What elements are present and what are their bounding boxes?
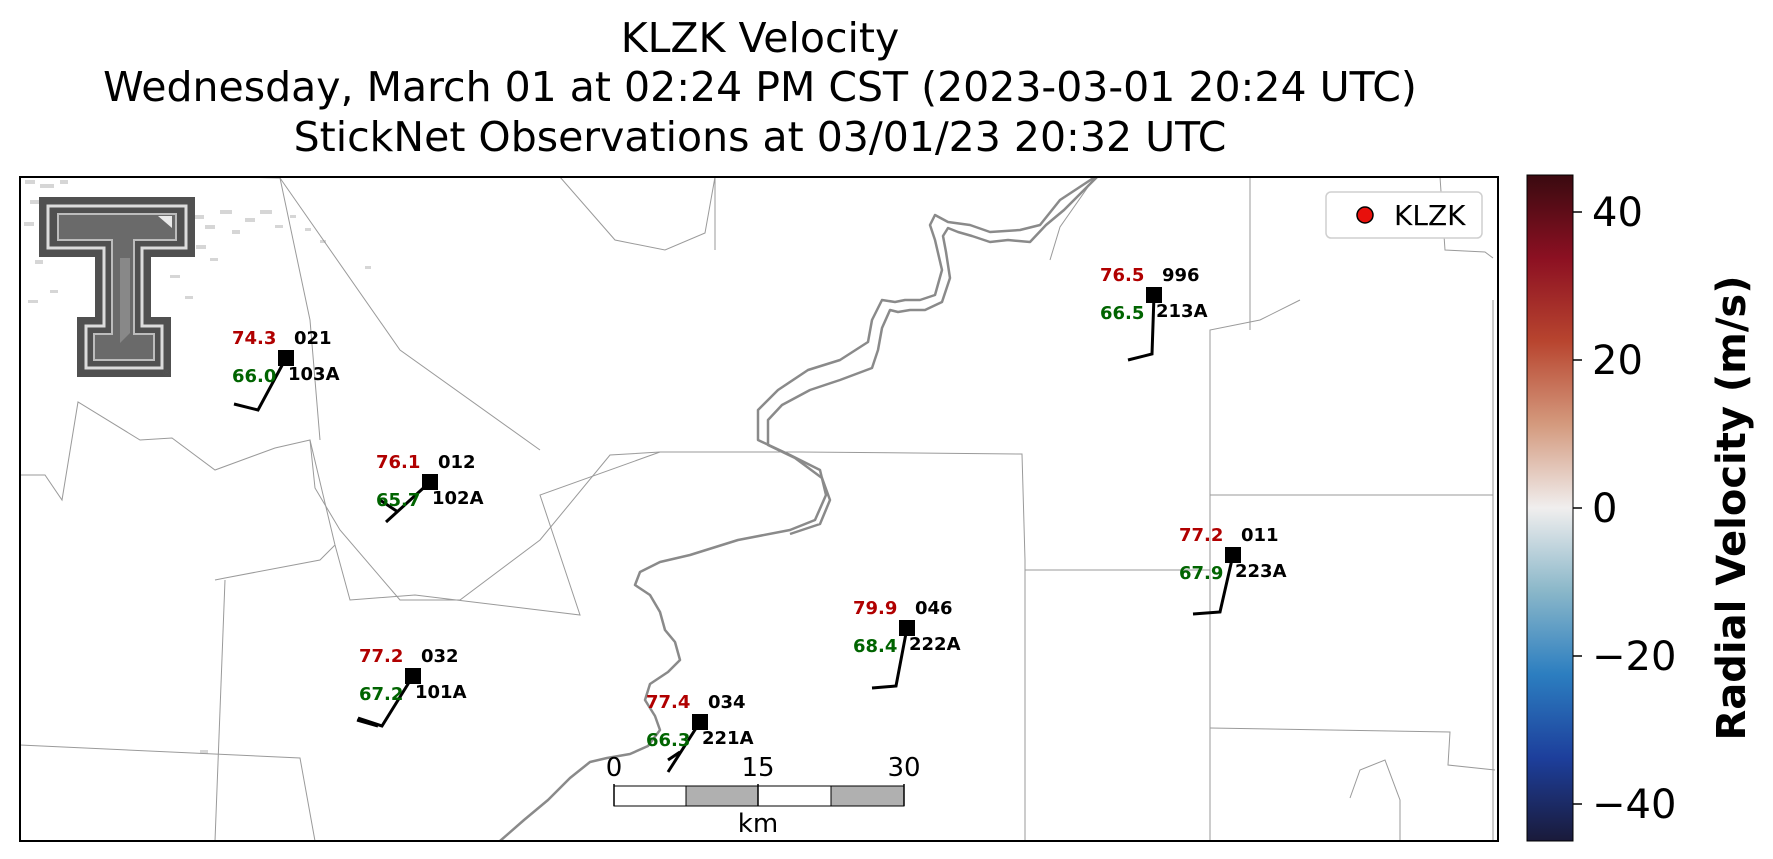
scale-bar-unit: km (738, 809, 778, 839)
station-temperature: 77.4 (646, 692, 690, 713)
station-id-bottom: 102A (432, 488, 484, 509)
registered-mark: ® (162, 368, 172, 379)
station-marker (692, 714, 708, 730)
county-boundaries (20, 177, 1496, 841)
wind-barb (1127, 294, 1156, 362)
scale-bar-tick-label: 30 (887, 753, 920, 783)
station-temperature: 76.1 (376, 452, 420, 473)
station-id-top: 011 (1241, 525, 1279, 546)
colorbar-ticks: 40 20 0 −20 −40 (1573, 190, 1676, 828)
colorbar-tick-label: −20 (1592, 634, 1676, 680)
colorbar-tick-label: −40 (1592, 782, 1676, 828)
station-temperature: 77.2 (1179, 525, 1223, 546)
station-id-bottom: 223A (1235, 561, 1287, 582)
scale-bar-tick-label: 0 (606, 753, 623, 783)
legend-radar-marker (1356, 206, 1374, 224)
wind-barb (357, 675, 415, 728)
station-id-bottom: 213A (1156, 301, 1208, 322)
scale-bar-tick-label: 15 (741, 753, 774, 783)
station-dewpoint: 66.5 (1100, 303, 1144, 324)
station-id-top: 012 (438, 452, 476, 473)
station-temperature: 77.2 (359, 646, 403, 667)
station-temperature: 79.9 (853, 598, 897, 619)
wind-barb (871, 627, 909, 690)
colorbar: 40 20 0 −20 −40 Radial Velocity (m/s) (1526, 174, 1755, 842)
wind-barb-flag (667, 750, 681, 762)
station-temperature: 74.3 (232, 328, 276, 349)
scale-bar-segment (757, 785, 832, 807)
title-line-sticknet: StickNet Observations at 03/01/23 20:32 … (293, 113, 1227, 161)
scale-bar-segment (830, 785, 905, 807)
sticknet-station: 77.2 032 67.2 101A (356, 646, 467, 728)
sticknet-station: 76.5 996 66.5 213A (1100, 265, 1208, 362)
station-dewpoint: 65.7 (376, 490, 420, 511)
sticknet-station: 76.1 012 65.7 102A (376, 452, 484, 524)
colorbar-tick-label: 0 (1592, 486, 1617, 532)
station-id-top: 046 (915, 598, 953, 619)
wind-barb (666, 721, 702, 773)
station-id-bottom: 221A (702, 728, 754, 749)
wind-barb (1192, 554, 1235, 616)
texas-tech-double-t-logo: ® (39, 197, 195, 379)
station-marker (422, 474, 438, 490)
station-id-bottom: 101A (415, 682, 467, 703)
scale-bar: 0 15 30 km (606, 753, 921, 839)
colorbar-tick-label: 20 (1592, 338, 1643, 384)
station-id-bottom: 103A (288, 364, 340, 385)
station-id-bottom: 222A (909, 634, 961, 655)
colorbar-scale (1526, 174, 1574, 842)
station-marker (1225, 547, 1241, 563)
sticknet-station: 77.4 034 66.3 221A (646, 692, 754, 773)
title-line-datetime: Wednesday, March 01 at 02:24 PM CST (202… (103, 63, 1417, 111)
wind-barb-flag (379, 498, 399, 514)
station-dewpoint: 67.2 (359, 684, 403, 705)
station-id-top: 032 (421, 646, 459, 667)
colorbar-label: Radial Velocity (m/s) (1709, 275, 1755, 740)
sticknet-station: 74.3 021 66.0 103A (232, 328, 340, 412)
colorbar-tick-label: 40 (1592, 190, 1643, 236)
legend-label: KLZK (1394, 199, 1466, 232)
station-marker (1146, 287, 1162, 303)
station-dewpoint: 67.9 (1179, 563, 1223, 584)
station-id-top: 034 (708, 692, 746, 713)
wind-barb (233, 357, 288, 412)
map-area: ® 74.3 021 66.0 103A 76.1 012 65.7 102A 77.2 032 6… (20, 177, 1498, 841)
sticknet-station: 77.2 011 67.9 223A (1179, 525, 1287, 616)
map-frame (19, 176, 1499, 842)
station-dewpoint: 66.3 (646, 730, 690, 751)
river-arkansas (499, 177, 1098, 841)
station-marker (405, 668, 421, 684)
station-id-top: 996 (1162, 265, 1200, 286)
scale-bar-segment (613, 785, 687, 807)
legend: KLZK (1325, 191, 1483, 239)
sticknet-stations: 74.3 021 66.0 103A 76.1 012 65.7 102A 77.2 032 67.… (232, 265, 1287, 773)
station-marker (899, 620, 915, 636)
sticknet-station: 79.9 046 68.4 222A (853, 598, 961, 690)
station-dewpoint: 68.4 (853, 636, 897, 657)
station-id-top: 021 (294, 328, 332, 349)
station-temperature: 76.5 (1100, 265, 1144, 286)
scale-bar-segment (685, 785, 759, 807)
station-marker (278, 350, 294, 366)
wind-barb-flag (356, 718, 379, 728)
station-dewpoint: 66.0 (232, 366, 276, 387)
title-line-radar: KLZK Velocity (620, 14, 900, 62)
